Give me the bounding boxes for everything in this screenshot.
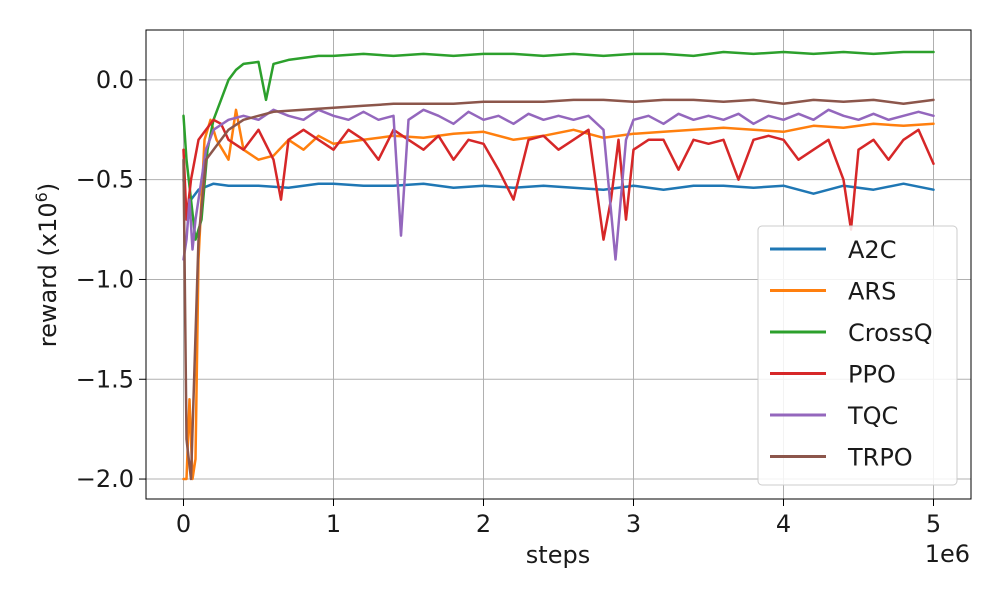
series-line-crossq (182, 50, 935, 241)
x-tick-label: 4 (776, 510, 791, 538)
legend-label-tqc: TQC (847, 402, 898, 430)
y-tick-label: −2.0 (76, 465, 134, 493)
x-axis-label: steps (526, 541, 590, 569)
x-tick-label: 2 (476, 510, 491, 538)
y-axis-label-main: reward (x10 (34, 202, 62, 347)
legend-label-ppo: PPO (848, 361, 896, 389)
series-line-ppo (182, 118, 935, 241)
x-tick-label: 3 (626, 510, 641, 538)
y-axis-label-close: ) (34, 183, 62, 192)
x-tick-label: 0 (176, 510, 191, 538)
series-lines (182, 50, 935, 481)
x-tick-label: 1 (326, 510, 341, 538)
legend-label-a2c: A2C (848, 236, 896, 264)
legend-label-ars: ARS (848, 278, 896, 306)
y-axis-label: reward (x106) (32, 183, 62, 347)
series-line-a2c (182, 178, 935, 211)
y-tick-label: −1.0 (76, 265, 134, 293)
legend-label-trpo: TRPO (847, 444, 913, 472)
y-tick-label: −0.5 (76, 166, 134, 194)
y-axis-label-exponent: 6 (32, 192, 51, 202)
axis-ticks: 0 1 2 3 4 5 −2.0 −1.5 −1.0 −0.5 0.0 (76, 66, 941, 538)
x-tick-label: 5 (926, 510, 941, 538)
y-tick-label: 0.0 (96, 66, 134, 94)
x-offset-label: 1e6 (925, 540, 970, 568)
y-tick-label: −1.5 (76, 365, 134, 393)
plot-frame (145, 29, 972, 500)
legend-label-crossq: CrossQ (848, 319, 933, 347)
legend: A2C ARS CrossQ PPO TQC TRPO (757, 225, 958, 486)
series-line-trpo (182, 98, 935, 481)
